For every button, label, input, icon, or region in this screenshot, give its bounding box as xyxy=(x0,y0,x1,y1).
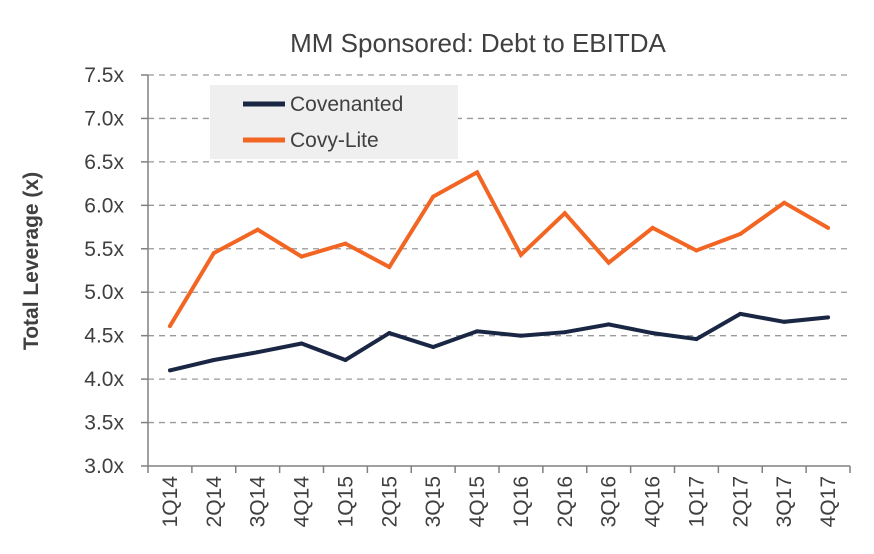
y-tick-label: 5.0x xyxy=(84,281,124,304)
legend-background xyxy=(210,85,458,159)
x-tick-label: 3Q16 xyxy=(598,476,621,527)
x-tick-label: 2Q14 xyxy=(203,476,226,528)
data-point xyxy=(343,357,348,362)
data-point xyxy=(782,200,787,205)
legend-label-covy-lite: Covy-Lite xyxy=(290,129,379,152)
axes: 3.0x 3.5x 4.0x 4.5x 5.0x 5.5x 6.0x 6.5x 7.0x 7.5x… xyxy=(84,64,851,528)
data-point xyxy=(299,341,304,346)
x-tick-label: 2Q17 xyxy=(729,476,752,527)
data-point xyxy=(518,252,523,257)
data-point xyxy=(255,227,260,232)
y-tick-label: 3.0x xyxy=(84,455,124,478)
x-tick-label: 2Q15 xyxy=(378,476,401,527)
data-point xyxy=(211,357,216,362)
data-point xyxy=(387,331,392,336)
data-point xyxy=(299,254,304,259)
chart-title: MM Sponsored: Debt to EBITDA xyxy=(290,28,666,58)
x-tick-label: 3Q14 xyxy=(247,476,270,528)
legend: Covenanted Covy-Lite xyxy=(210,85,458,159)
data-point xyxy=(562,330,567,335)
legend-label-covenanted: Covenanted xyxy=(290,93,403,116)
data-point xyxy=(694,337,699,342)
data-point xyxy=(387,265,392,270)
gridlines xyxy=(148,74,850,424)
data-point xyxy=(518,333,523,338)
data-point xyxy=(606,322,611,327)
y-tick-label: 4.0x xyxy=(84,368,124,391)
series-lines xyxy=(167,169,831,373)
y-tick-label: 5.5x xyxy=(84,238,124,261)
data-point xyxy=(606,260,611,265)
x-tick-label: 1Q16 xyxy=(510,476,533,527)
x-tick-label: 2Q16 xyxy=(554,476,577,527)
x-tick-label: 1Q15 xyxy=(334,476,357,527)
data-point xyxy=(826,315,831,320)
x-tick-label: 3Q15 xyxy=(422,476,445,527)
x-tick-label: 1Q17 xyxy=(685,476,708,527)
data-point xyxy=(167,368,172,373)
series-line-covenanted xyxy=(169,311,829,373)
x-tick-label: 1Q14 xyxy=(159,476,182,528)
y-axis-title: Total Leverage (x) xyxy=(20,172,43,350)
x-tick-label: 4Q14 xyxy=(291,476,314,528)
x-tick-label: 4Q15 xyxy=(466,476,489,527)
x-tick-label: 4Q17 xyxy=(817,476,840,527)
data-point xyxy=(431,344,436,349)
y-tick-label: 7.0x xyxy=(84,107,124,130)
series-line-covy-lite xyxy=(168,169,830,328)
x-tick-label: 3Q17 xyxy=(773,476,796,527)
data-point xyxy=(738,232,743,237)
data-point xyxy=(826,225,831,230)
data-point xyxy=(211,251,216,256)
y-tick-label: 3.5x xyxy=(84,412,124,435)
data-point xyxy=(650,331,655,336)
data-point xyxy=(343,241,348,246)
data-point xyxy=(562,211,567,216)
data-point xyxy=(782,319,787,324)
y-tick-label: 4.5x xyxy=(84,325,124,348)
y-tick-label: 6.0x xyxy=(84,194,124,217)
data-point xyxy=(431,194,436,199)
data-point xyxy=(650,225,655,230)
data-point xyxy=(255,350,260,355)
data-point xyxy=(475,170,480,175)
data-point xyxy=(694,248,699,253)
y-tick-label: 7.5x xyxy=(84,64,124,87)
data-point xyxy=(475,329,480,334)
data-point xyxy=(738,311,743,316)
y-tick-label: 6.5x xyxy=(84,151,124,174)
data-point xyxy=(167,324,172,329)
x-tick-label: 4Q16 xyxy=(642,476,665,527)
